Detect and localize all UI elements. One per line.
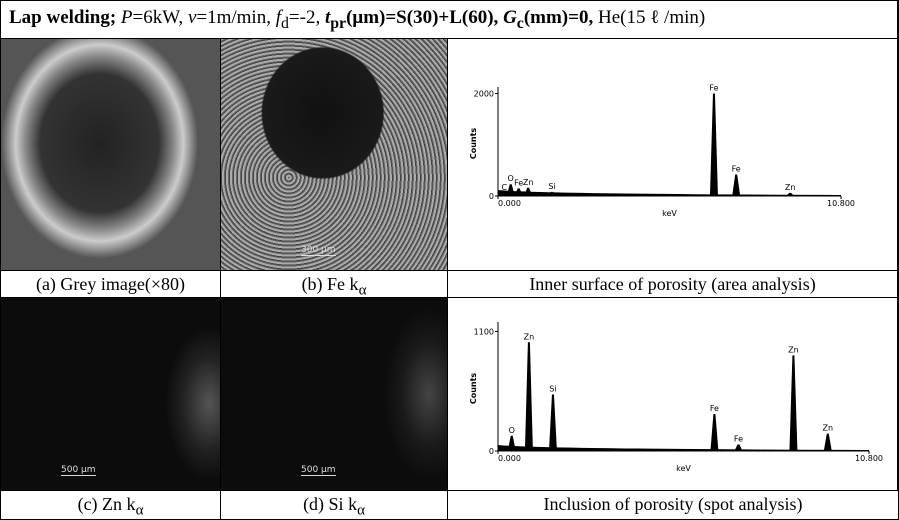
peak-label: C [502, 183, 508, 192]
peak-label: Zn [822, 424, 833, 433]
header-text: =1m/min, [196, 7, 271, 28]
peak [506, 184, 515, 196]
header-text: pr [330, 14, 347, 32]
header-text: P [120, 7, 133, 28]
peak-label: Zn [523, 178, 534, 187]
peak [823, 433, 832, 451]
scale-bar: 300 μm [301, 245, 336, 256]
peak [710, 414, 719, 451]
caption-text: α [135, 502, 144, 519]
caption: (d) Si kα [221, 491, 448, 519]
caption-text: (d) Si k [303, 494, 358, 514]
caption-text: Inclusion of porosity (spot analysis) [543, 494, 803, 514]
sem-image: 300 μm [221, 39, 448, 271]
caption-text: (a) Grey image(×80) [35, 274, 186, 294]
caption-text: α [358, 282, 367, 299]
sem-image: 500 μm [221, 298, 448, 491]
y-tick-label: 2000 [474, 90, 494, 99]
header-text: t [324, 7, 331, 28]
peak-label: Fe [514, 178, 523, 187]
header-text: He(15 ℓ /min) [597, 7, 706, 28]
caption: Inner surface of porosity (area analysis… [448, 271, 898, 298]
x-tick-label: 10.800 [855, 454, 883, 463]
peak [789, 355, 798, 451]
caption-text: (c) Zn k [77, 494, 136, 514]
peak-label: Zn [785, 183, 796, 192]
peak-label: Zn [788, 345, 799, 354]
caption-text: Inner surface of porosity (area analysis… [529, 274, 816, 294]
header-text: (mm)=0, [523, 7, 594, 28]
scale-bar: 500 μm [61, 465, 96, 476]
caption: (c) Zn kα [1, 491, 221, 519]
x-axis-label: keV [676, 464, 691, 473]
spectrum: 1100 0 0.000 10.800 Counts keV O Zn Si Fe Fe Zn Zn [469, 322, 883, 473]
y-tick-label: 1100 [474, 327, 494, 336]
sem-image: 500 μm [1, 298, 221, 491]
header-text: G [503, 7, 517, 28]
caption-text: α [357, 502, 365, 519]
header-text: =-2, [288, 7, 321, 28]
peak [524, 342, 533, 451]
y-axis-label: Counts [469, 128, 478, 160]
caption: Inclusion of porosity (spot analysis) [448, 491, 898, 519]
header: Lap welding; P=6kW, v=1m/min, fd=-2, tpr… [1, 1, 898, 39]
spectrum-cell: 2000 0 0.000 10.800 Counts keV C O Fe Zn Si Fe Fe Zn [448, 39, 898, 271]
peak [514, 188, 523, 196]
caption: (a) Grey image(×80) [1, 271, 221, 298]
background [498, 445, 869, 451]
x-tick-label: 0.000 [498, 199, 521, 208]
y-tick-label: 0 [489, 447, 494, 456]
header-text: f [275, 7, 281, 28]
peak [500, 192, 509, 196]
peak [507, 435, 516, 451]
peak-label: O [508, 174, 514, 183]
peak-label: Zn [524, 332, 535, 341]
header-text: (μm)=S(30)+L(60), [346, 7, 499, 28]
x-tick-label: 0.000 [498, 454, 521, 463]
x-axis-label: keV [662, 209, 677, 218]
x-tick-label: 10.800 [827, 199, 855, 208]
header-text: c [516, 14, 524, 32]
y-axis-label: Counts [469, 373, 478, 405]
peak [709, 93, 718, 196]
peak-label: Fe [732, 164, 741, 173]
header-text: =6kW, [132, 7, 184, 28]
peak-label: O [509, 426, 515, 435]
peak [547, 191, 556, 196]
peak-label: Fe [710, 404, 719, 413]
peak [786, 192, 795, 196]
peak-label: Fe [734, 434, 743, 443]
peak [524, 187, 533, 196]
header-text: v [187, 7, 197, 28]
sem-image [1, 39, 221, 271]
peak [734, 444, 743, 451]
spectrum-cell: 1100 0 0.000 10.800 Counts keV O Zn Si Fe Fe Zn Zn [448, 298, 898, 491]
header-text: d [281, 14, 289, 32]
scale-bar: 500 μm [301, 465, 336, 476]
peak-label: Si [549, 384, 556, 393]
peak-label: Si [548, 182, 555, 191]
caption: (b) Fe kα [221, 271, 448, 299]
caption-text: (b) Fe k [301, 274, 359, 294]
peak [548, 394, 557, 451]
peak-label: Fe [709, 84, 718, 93]
header-text: Lap welding; [9, 7, 117, 28]
background [498, 190, 841, 196]
y-tick-label: 0 [489, 192, 494, 201]
peak [732, 174, 741, 196]
